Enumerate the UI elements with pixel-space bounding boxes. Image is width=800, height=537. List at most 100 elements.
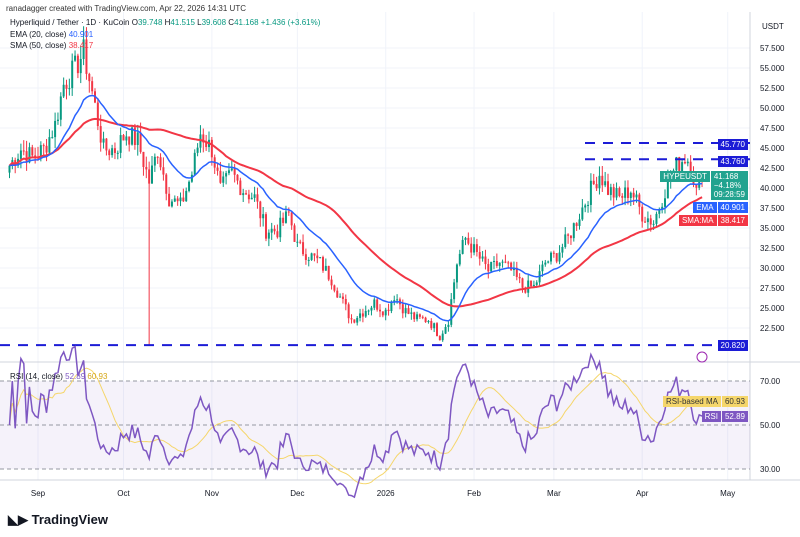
candle-body [507, 262, 510, 264]
candle-body [664, 198, 666, 207]
candle-body [142, 151, 145, 167]
candle-body [122, 135, 125, 141]
legend-ema[interactable]: EMA (20, close) 40.901 [10, 30, 93, 39]
legend-symbol: Hyperliquid / Tether · 1D · KuCoin O39.7… [10, 18, 320, 27]
level-row-low: 20.820 [717, 340, 748, 351]
candle-body [450, 299, 453, 325]
logo-icon: ◣▶ [8, 512, 32, 527]
candle-body [34, 155, 37, 158]
candle-body [259, 201, 262, 219]
candle-body [686, 161, 689, 164]
candle-body [567, 234, 570, 236]
candle-body [222, 176, 225, 183]
candle-body [575, 223, 578, 226]
open-label: O [131, 18, 138, 27]
candle-body [441, 333, 444, 341]
candle-body [367, 310, 370, 312]
candle-body [675, 157, 678, 171]
candle-body [487, 264, 490, 272]
candle-body [111, 148, 114, 156]
time-tick: Nov [205, 489, 219, 498]
candle-body [558, 252, 561, 262]
candle-body [239, 180, 242, 196]
candle-body [8, 165, 11, 173]
legend-sma[interactable]: SMA (50, close) 38.417 [10, 41, 93, 50]
rsi-row: RSI 52.89 [701, 411, 748, 422]
rsi-tag: RSI [701, 411, 721, 422]
candle-body [245, 193, 248, 195]
candle-body [547, 261, 550, 263]
candle-body [641, 206, 644, 222]
candle-body [333, 285, 336, 291]
candle-body [635, 194, 638, 198]
candle-body [655, 213, 658, 224]
candle-body [344, 298, 347, 305]
candle-body [151, 165, 153, 184]
price-tick: 42.500 [760, 164, 785, 173]
candle-body [319, 257, 322, 259]
level-label-low: 20.820 [717, 340, 748, 351]
candle-body [416, 314, 419, 320]
candle-body [541, 264, 544, 272]
candle-body [501, 261, 504, 263]
candle-body [384, 309, 387, 316]
ema-row: EMA 40.901 [693, 202, 748, 213]
candle-body [484, 256, 487, 265]
candle-body [504, 261, 507, 263]
ema-price-tag: 40.901 [717, 202, 748, 213]
candle-body [85, 39, 88, 74]
candle-body [461, 239, 464, 254]
tradingview-logo[interactable]: ◣▶ TradingView [8, 512, 108, 528]
candle-body [396, 299, 399, 301]
candle-body [421, 316, 424, 318]
candle-body [387, 309, 390, 312]
candle-body [290, 212, 293, 226]
candle-body [652, 223, 655, 225]
candle-body [350, 318, 353, 320]
candle-body [133, 127, 136, 145]
candle-body [527, 280, 530, 293]
rsi-value: 52.89 [65, 372, 86, 381]
candle-body [515, 267, 518, 277]
last-price-row: HYPEUSDT 41.168 −4.18% 09:28:59 [660, 171, 748, 200]
candle-body [609, 187, 612, 195]
time-tick: Oct [117, 489, 130, 498]
candle-body [276, 231, 279, 238]
candle-body [467, 237, 470, 244]
candle-body [359, 313, 362, 318]
candle-body [356, 317, 359, 323]
low-value: 39.608 [201, 18, 227, 27]
candle-body [464, 237, 467, 240]
candle-body [376, 299, 379, 310]
candle-body [458, 253, 461, 265]
candle-body [475, 244, 478, 253]
candle-body [347, 304, 350, 319]
candle-body [401, 304, 404, 314]
candle-body [581, 207, 584, 220]
candle-body [185, 190, 188, 202]
candle-body [524, 287, 527, 293]
candle-body [205, 142, 208, 148]
price-tick: 40.000 [760, 184, 785, 193]
candle-body [193, 152, 196, 175]
candle-body [65, 84, 68, 89]
candle-body [424, 317, 427, 323]
candle-body [54, 120, 57, 138]
candle-body [136, 132, 139, 145]
alert-icon[interactable] [696, 351, 708, 363]
legend-rsi[interactable]: RSI (14, close) 52.89 60.93 [10, 372, 107, 381]
candle-body [96, 102, 99, 127]
candle-body [578, 219, 581, 226]
price-tick: 22.500 [760, 324, 785, 333]
candle-body [361, 313, 364, 317]
candle-body [128, 136, 131, 145]
candle-body [299, 241, 302, 243]
candle-body [455, 264, 458, 283]
rsi-tick: 50.00 [760, 421, 781, 430]
candle-body [51, 137, 54, 139]
candle-body [310, 253, 313, 260]
candle-body [168, 193, 171, 207]
candle-body [490, 261, 493, 272]
price-tick: 52.500 [760, 84, 785, 93]
